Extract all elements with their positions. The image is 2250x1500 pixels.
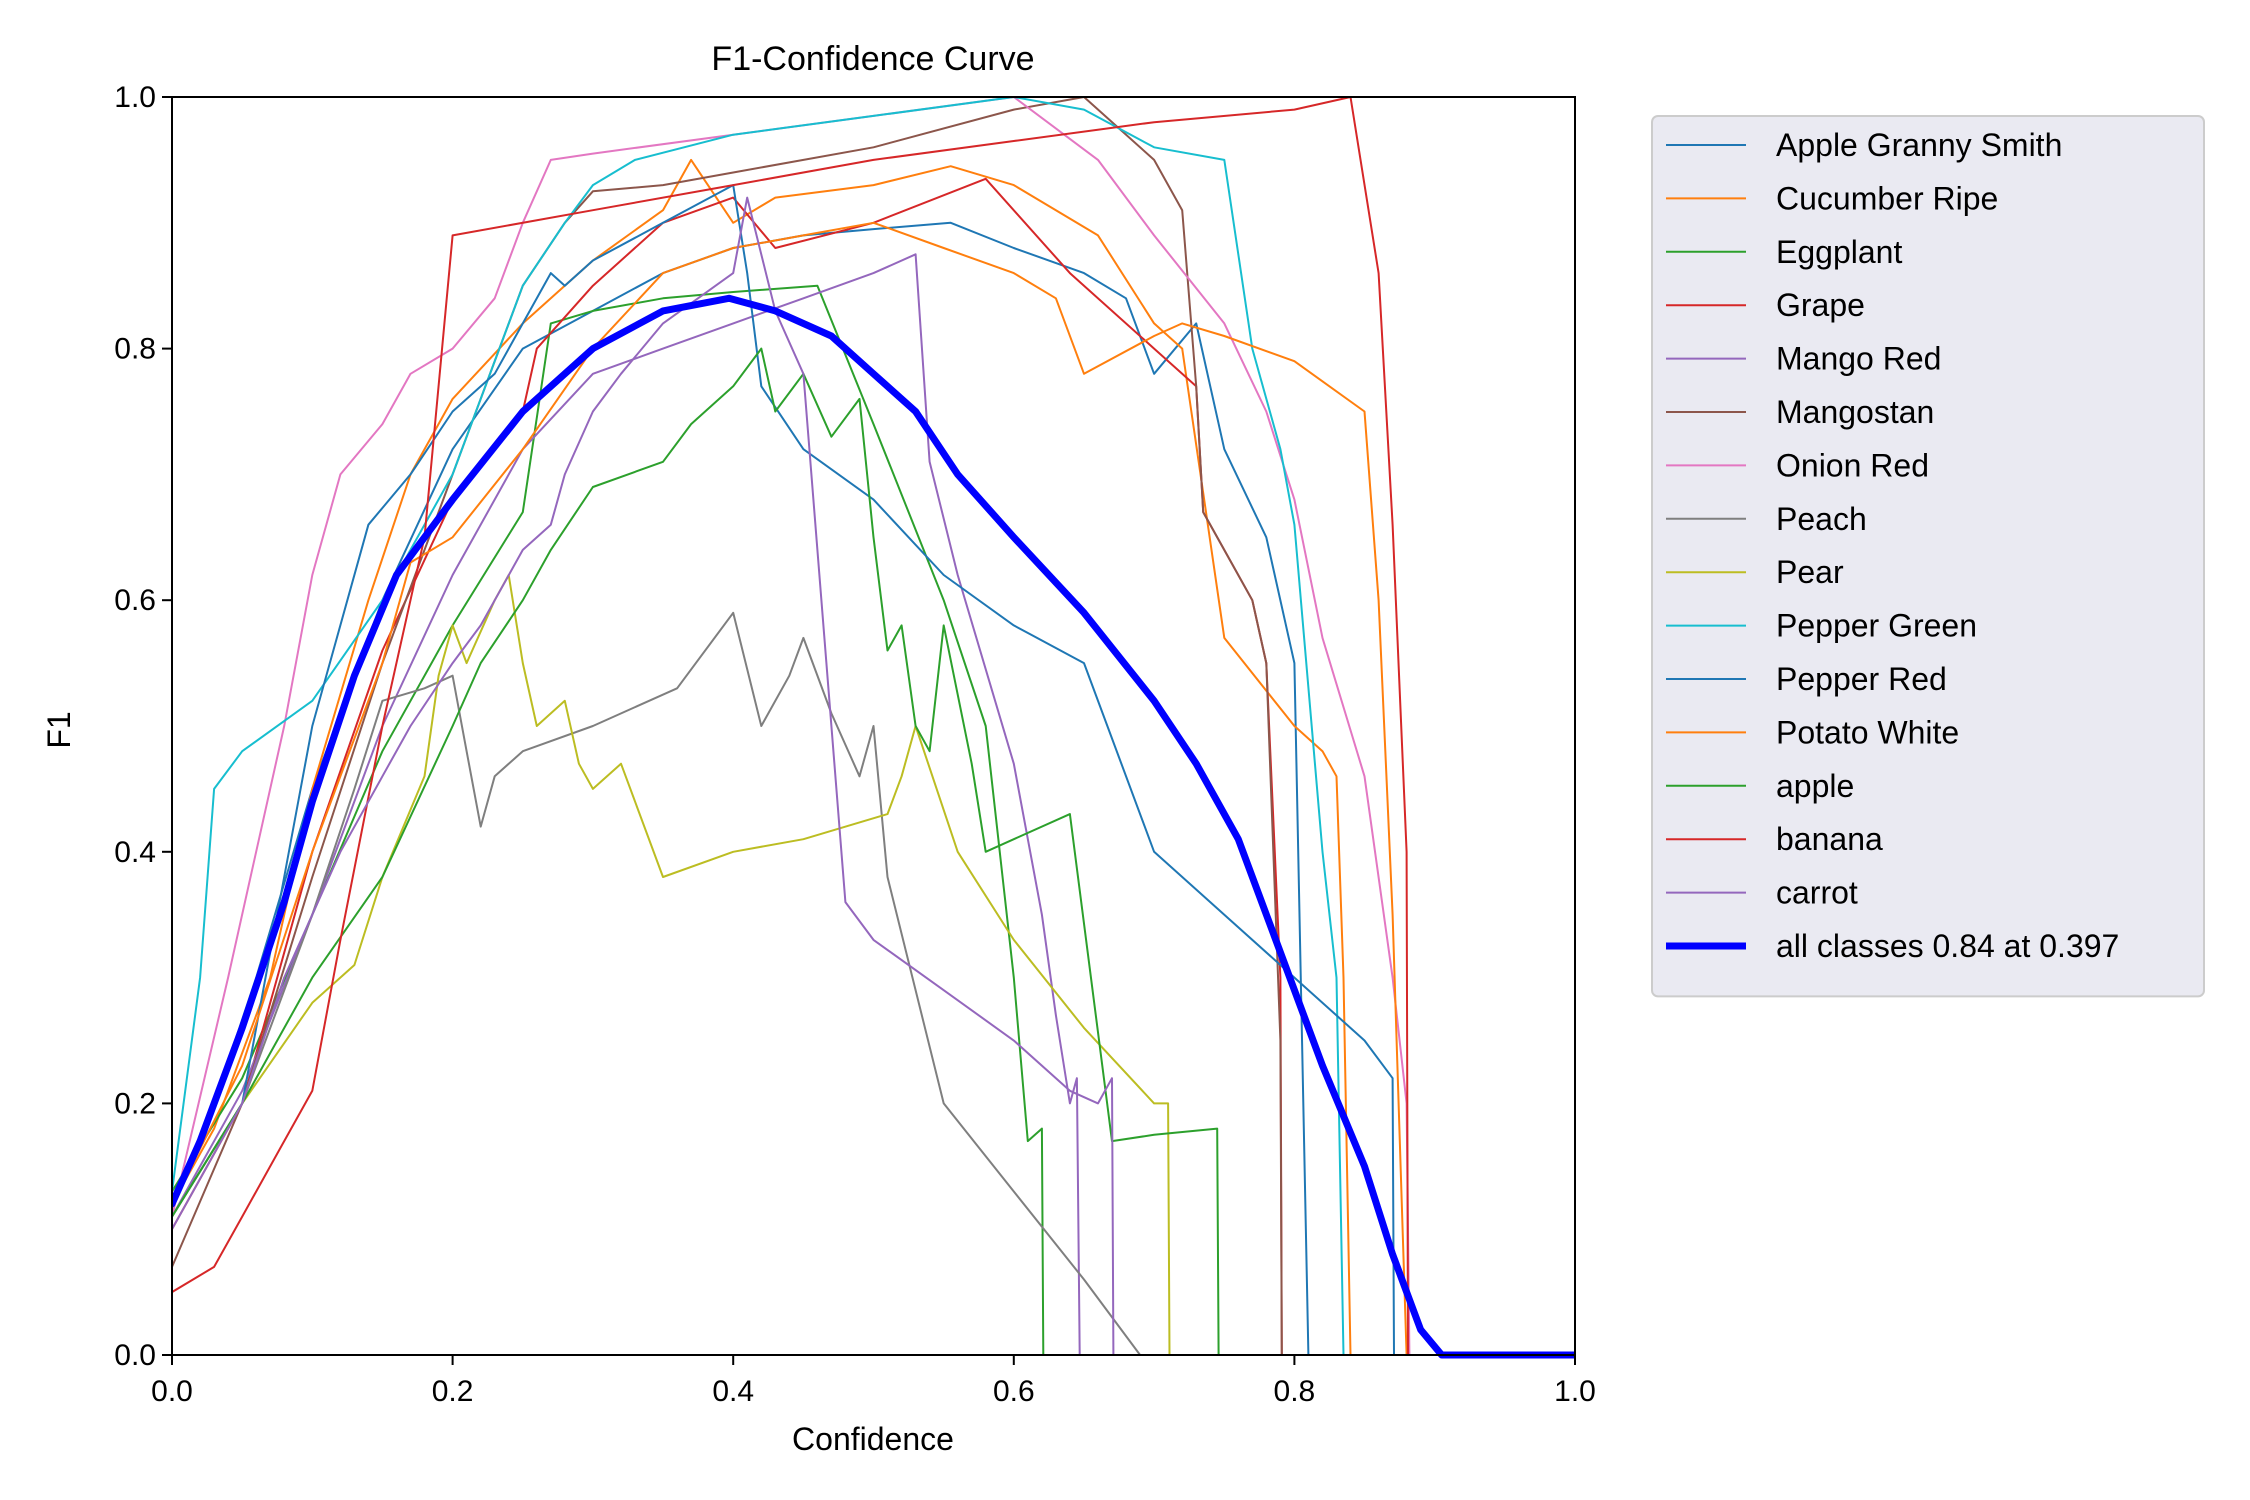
y-tick-label: 0.2 xyxy=(114,1087,156,1120)
legend-label-0: Apple Granny Smith xyxy=(1776,127,2062,163)
legend-label-6: Onion Red xyxy=(1776,447,1929,483)
legend-label-11: Potato White xyxy=(1776,714,1959,750)
y-tick-label: 0.0 xyxy=(114,1339,156,1372)
series-line-9 xyxy=(172,96,1575,1356)
legend-label-15: all classes 0.84 at 0.397 xyxy=(1776,928,2119,964)
series-line-2 xyxy=(172,284,1575,1356)
x-axis-label: Confidence xyxy=(792,1421,954,1457)
legend-label-9: Pepper Green xyxy=(1776,608,1977,644)
y-tick-label: 0.4 xyxy=(114,836,156,869)
x-tick-label: 0.4 xyxy=(712,1375,754,1408)
series-line-8 xyxy=(172,574,1575,1356)
legend-label-4: Mango Red xyxy=(1776,341,1941,377)
chart-title: F1-Confidence Curve xyxy=(711,40,1034,78)
series-line-13 xyxy=(172,96,1575,1356)
legend-label-12: apple xyxy=(1776,768,1854,804)
y-tick-label: 1.0 xyxy=(114,81,156,114)
series-line-15 xyxy=(172,294,1575,1359)
x-tick-label: 1.0 xyxy=(1554,1375,1596,1408)
x-tick-label: 0.0 xyxy=(151,1375,193,1408)
y-tick-label: 0.6 xyxy=(114,584,156,617)
x-tick-label: 0.2 xyxy=(432,1375,474,1408)
series-line-12 xyxy=(172,347,1575,1356)
legend-label-1: Cucumber Ripe xyxy=(1776,180,1998,216)
axes-layer: 0.0 0.2 0.4 0.6 0.8 1.0 0.0 0.2 0.4 0.6 0.8 1.0 xyxy=(114,81,1596,1408)
legend-label-5: Mangostan xyxy=(1776,394,1934,430)
legend-label-10: Pepper Red xyxy=(1776,661,1947,697)
legend-label-13: banana xyxy=(1776,821,1883,857)
legend-box xyxy=(1651,115,2205,998)
series-line-10 xyxy=(172,184,1575,1356)
legend-label-3: Grape xyxy=(1776,287,1865,323)
series-line-11 xyxy=(172,221,1575,1356)
legend-label-2: Eggplant xyxy=(1776,234,1902,270)
legend-label-14: carrot xyxy=(1776,875,1858,911)
x-tick-label: 0.6 xyxy=(993,1375,1035,1408)
y-tick-label: 0.8 xyxy=(114,333,156,366)
legend-label-8: Pear xyxy=(1776,554,1844,590)
series-layer xyxy=(172,96,1575,1359)
x-tick-label: 0.8 xyxy=(1274,1375,1316,1408)
legend: Apple Granny Smith Cucumber Ripe Eggplant G… xyxy=(1651,115,2205,998)
series-line-1 xyxy=(172,158,1575,1356)
series-line-4 xyxy=(172,253,1575,1356)
plot-frame xyxy=(171,96,1576,1356)
legend-label-7: Peach xyxy=(1776,501,1867,537)
y-axis-label: F1 xyxy=(41,711,77,748)
series-line-14 xyxy=(172,196,1575,1356)
